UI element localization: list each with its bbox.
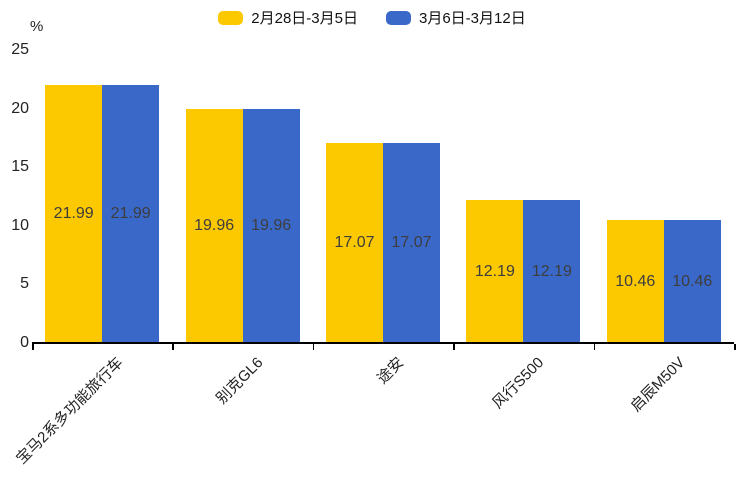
bar-series2-0[interactable]: 21.99 (102, 85, 160, 343)
x-category-label: 别克GL6 (213, 354, 267, 408)
y-tick-label: 15 (11, 158, 29, 176)
y-tick-label: 20 (11, 99, 29, 117)
x-axis-line (32, 342, 734, 344)
y-tick-label: 0 (20, 334, 29, 351)
legend: 2月28日-3月5日 3月6日-3月12日 (0, 7, 744, 28)
legend-label: 2月28日-3月5日 (251, 10, 358, 27)
bar-series2-3[interactable]: 12.19 (523, 200, 581, 343)
bar-value-label: 10.46 (615, 272, 656, 290)
bar-series1-4[interactable]: 10.46 (606, 220, 664, 343)
x-tick-mark (312, 344, 315, 350)
x-tick-mark (172, 344, 174, 350)
bar-value-label: 12.19 (474, 262, 515, 280)
bar-series1-2[interactable]: 17.07 (326, 142, 383, 343)
bar-value-label: 12.19 (531, 262, 572, 280)
bar-series2-1[interactable]: 19.96 (242, 109, 300, 343)
bar-value-label: 19.96 (251, 217, 292, 235)
y-tick-label: 25 (11, 41, 29, 58)
bar-value-label: 21.99 (53, 205, 94, 223)
x-category-label: 途安 (373, 354, 408, 388)
legend-swatch-icon (386, 10, 411, 25)
x-category-label: 风行S500 (489, 354, 548, 413)
bar-value-label: 10.46 (672, 272, 713, 290)
x-category-label: 宝马2系多功能旅行车 (12, 354, 127, 468)
bar-value-label: 19.96 (194, 217, 235, 235)
x-tick-mark (593, 344, 596, 350)
bar-series2-2[interactable]: 17.07 (383, 142, 440, 343)
y-tick-label: 5 (20, 275, 29, 293)
legend-item-series-1[interactable]: 3月6日-3月12日 (386, 7, 526, 28)
bar-series2-4[interactable]: 10.46 (663, 220, 721, 343)
bar-value-label: 17.07 (391, 233, 432, 251)
bar-series1-3[interactable]: 12.19 (466, 200, 524, 343)
y-axis-unit-label: % (30, 18, 44, 35)
y-tick-label: 10 (11, 216, 29, 234)
x-tick-mark (453, 344, 455, 350)
bar-series1-0[interactable]: 21.99 (45, 85, 103, 343)
x-tick-mark (734, 344, 736, 350)
legend-label: 3月6日-3月12日 (419, 10, 526, 27)
legend-item-series-0[interactable]: 2月28日-3月5日 (218, 7, 358, 28)
x-category-label: 启辰M50V (627, 354, 688, 416)
x-tick-mark (32, 344, 34, 350)
bar-value-label: 21.99 (110, 205, 151, 223)
legend-swatch-icon (218, 10, 244, 25)
bar-value-label: 17.07 (334, 233, 375, 251)
bar-series1-1[interactable]: 19.96 (185, 109, 243, 343)
